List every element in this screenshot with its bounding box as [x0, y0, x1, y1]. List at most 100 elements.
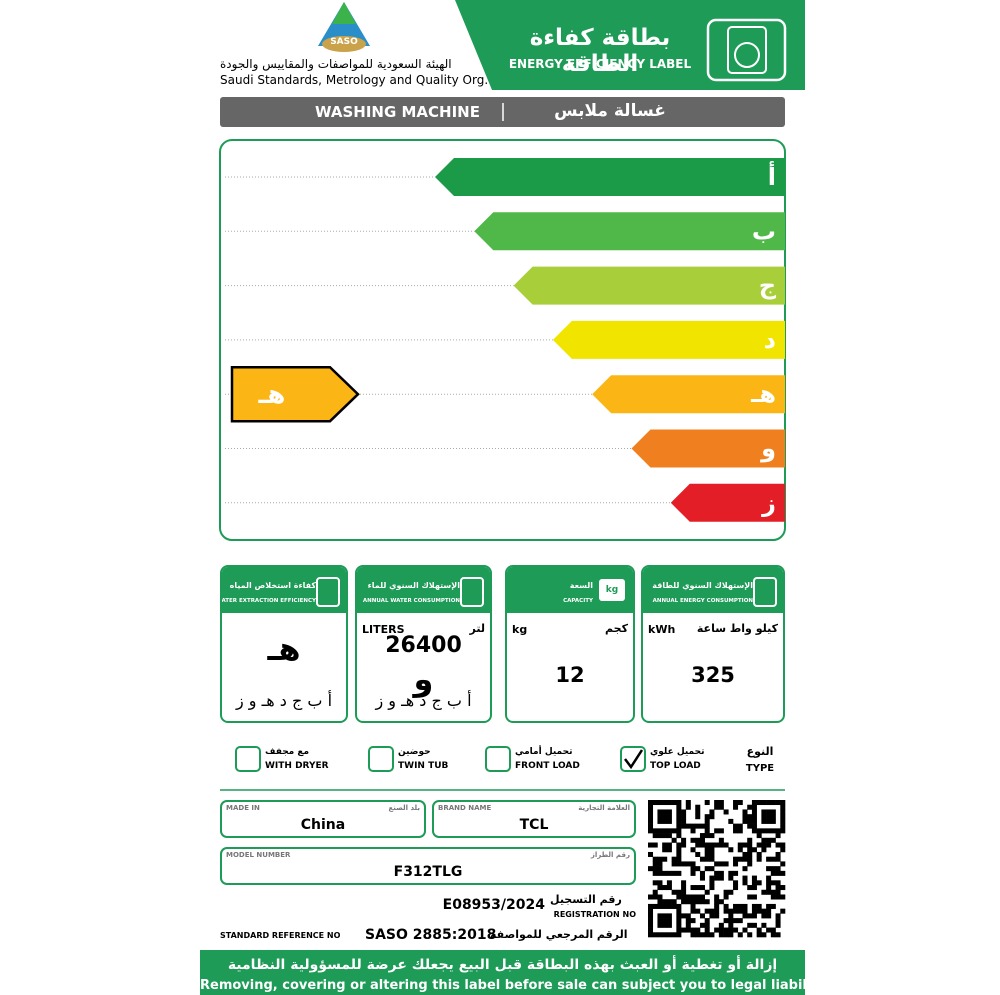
qr-cell [685, 927, 691, 933]
qr-cell [709, 814, 715, 820]
logo-top [332, 2, 356, 24]
washer-door [734, 42, 760, 68]
card-value: 26400 [385, 633, 462, 658]
qr-cell [690, 866, 696, 872]
qr-cell [671, 932, 677, 938]
qr-cell [662, 918, 668, 924]
info-card: الإستهلاك السنوي للماء ANNUAL WATER CONSU… [355, 565, 492, 723]
qr-cell [742, 856, 748, 862]
card-rating: هـ [267, 630, 301, 668]
card-icon [316, 577, 340, 607]
qr-cell [780, 885, 786, 891]
qr-cell [666, 814, 672, 820]
qr-cell [709, 932, 715, 938]
qr-cell [770, 814, 776, 820]
qr-cell [709, 833, 715, 839]
qr-cell [690, 837, 696, 843]
qr-cell [652, 880, 658, 886]
qr-cell [695, 814, 701, 820]
checkbox [620, 746, 646, 772]
qr-cell [652, 842, 658, 848]
qr-cell [709, 908, 715, 914]
qr-cell [775, 833, 781, 839]
checkbox [485, 746, 511, 772]
qr-cell [766, 927, 772, 933]
card-title-ar: الإستهلاك السنوي للطاقة [652, 581, 753, 590]
qr-cell [775, 842, 781, 848]
qr-cell [676, 809, 682, 815]
qr-cell [751, 847, 757, 853]
qr-cell [761, 828, 767, 834]
qr-cell [657, 913, 663, 919]
qr-cell [690, 927, 696, 933]
qr-cell [761, 837, 767, 843]
qr-cell [662, 899, 668, 905]
qr-cell [662, 800, 668, 806]
qr-cell [690, 885, 696, 891]
qr-cell [770, 809, 776, 815]
qr-cell [770, 903, 776, 909]
field-label: BRAND NAME [438, 804, 492, 812]
qr-cell [699, 913, 705, 919]
unit-ar: لتر [469, 622, 485, 635]
qr-cell [747, 913, 753, 919]
qr-cell [695, 837, 701, 843]
qr-cell [728, 889, 734, 895]
product-en: WASHING MACHINE [315, 103, 480, 121]
washer-icon [727, 26, 767, 74]
qr-cell [737, 903, 743, 909]
qr-cell [648, 866, 654, 872]
qr-cell [709, 913, 715, 919]
qr-cell [780, 818, 786, 824]
qr-cell [723, 903, 729, 909]
option-ar: تحميل أمامي [515, 747, 573, 757]
option-en: FRONT LOAD [515, 761, 580, 771]
card-title-en: ANNUAL ENERGY CONSUMPTION [652, 598, 753, 604]
qr-cell [666, 899, 672, 905]
qr-cell [681, 814, 687, 820]
qr-cell [733, 880, 739, 886]
qr-cell [704, 818, 710, 824]
qr-cell [671, 899, 677, 905]
info-card: الإستهلاك السنوي للطاقة ANNUAL ENERGY CON… [641, 565, 785, 723]
registration-value: E08953/2024 [442, 897, 545, 913]
qr-cell [728, 870, 734, 876]
scale-class: ز [761, 489, 776, 517]
qr-cell [766, 866, 772, 872]
qr-cell [747, 818, 753, 824]
qr-cell [685, 861, 691, 867]
qr-cell [718, 899, 724, 905]
qr-cell [652, 861, 658, 867]
qr-cell [766, 809, 772, 815]
qr-cell [699, 875, 705, 881]
qr-cell [770, 837, 776, 843]
qr-cell [733, 823, 739, 829]
qr-cell [733, 804, 739, 810]
qr-cell [737, 918, 743, 924]
qr-cell [728, 847, 734, 853]
standard-ar: الرقم المرجعي للمواصفة [490, 928, 628, 941]
scale-arrow [631, 429, 785, 468]
scale-class: ج [759, 272, 777, 300]
qr-cell [775, 828, 781, 834]
qr-cell [737, 842, 743, 848]
qr-cell [704, 800, 710, 806]
qr-cell [657, 880, 663, 886]
icon-frame [706, 18, 787, 82]
footer-ar: إزالة أو تغطية أو العبث بهذه البطاقة قبل… [227, 957, 778, 973]
qr-cell [747, 842, 753, 848]
qr-cell [733, 908, 739, 914]
qr-cell [775, 913, 781, 919]
qr-cell [775, 851, 781, 857]
qr-cell [714, 861, 720, 867]
qr-cell [704, 918, 710, 924]
qr-cell [704, 922, 710, 928]
qr-cell [761, 809, 767, 815]
qr-cell [714, 842, 720, 848]
qr-cell [742, 913, 748, 919]
qr-cell [704, 889, 710, 895]
option-ar: مع مجفف [265, 747, 310, 757]
qr-cell [666, 828, 672, 834]
card-title-en: ANNUAL WATER CONSUMPTION [362, 598, 460, 604]
